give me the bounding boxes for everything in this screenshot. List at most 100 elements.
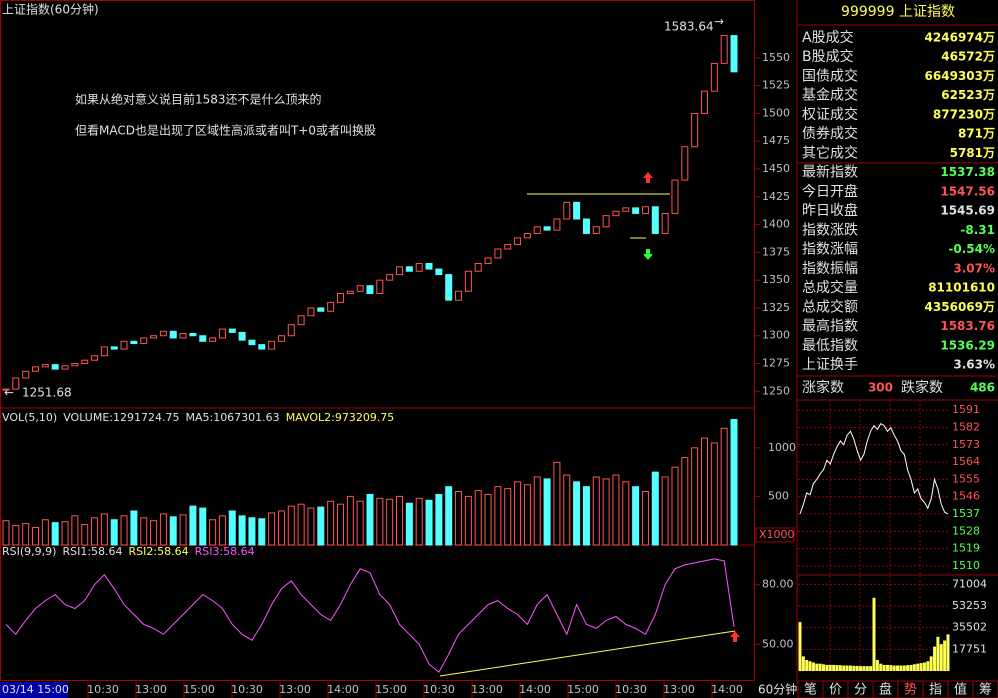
intraday-volume [896, 665, 900, 671]
trend-line [439, 630, 736, 677]
tab-label[interactable]: 势 [904, 682, 917, 698]
volume-bar [474, 490, 482, 546]
candle [435, 268, 443, 276]
intraday-volume [805, 660, 809, 671]
volume-bar [455, 491, 463, 546]
intraday-volume [879, 663, 883, 671]
candle [592, 226, 600, 234]
volume-bar [651, 471, 659, 546]
indicator-header: RSI2:58.64 [129, 545, 189, 558]
volume-bar [710, 442, 718, 546]
tab-label[interactable]: 分 [854, 683, 867, 698]
volume-bar [700, 437, 708, 546]
intraday-volume [862, 666, 866, 671]
quote-value: 1545.69 [940, 204, 995, 218]
candle [189, 333, 197, 337]
candle [582, 218, 590, 234]
candle [366, 285, 374, 294]
volume-bar [445, 486, 453, 546]
candle [691, 112, 699, 148]
volume-bar [51, 522, 59, 546]
y-tick-label: 1450 [762, 162, 790, 175]
y-tick-label: 35502 [952, 621, 987, 634]
volume-bar [22, 523, 30, 546]
candle [396, 266, 404, 276]
candle [179, 333, 187, 339]
candle [199, 335, 207, 342]
intraday-volume [885, 664, 889, 671]
indicator-header: RSI3:58.64 [195, 545, 255, 558]
candle [150, 335, 158, 339]
intraday-volume [801, 656, 805, 671]
volume-bar [209, 519, 217, 546]
candle [641, 206, 649, 214]
quote-value: 871万 [958, 127, 995, 141]
intraday-volume [798, 622, 802, 671]
candle [455, 290, 463, 301]
tab-label[interactable]: 价 [829, 683, 842, 698]
candle [573, 201, 581, 220]
quote-value: 6649303万 [925, 69, 995, 83]
tab-label[interactable]: 值 [954, 682, 967, 698]
candle [356, 285, 364, 292]
candle [61, 365, 69, 370]
tab-label[interactable]: 盘 [879, 682, 892, 698]
volume-bar [691, 447, 699, 546]
quote-label: 上证换手 [802, 356, 858, 373]
quote-value: 5781万 [950, 146, 995, 160]
candle [336, 292, 344, 303]
volume-bar [671, 466, 679, 546]
tab-label[interactable]: 指 [929, 683, 942, 698]
tab[interactable] [972, 680, 998, 698]
intraday-volume [869, 666, 873, 671]
candle [386, 274, 394, 281]
time-label: 13:00 [471, 683, 503, 696]
tab-label[interactable]: 筹 [979, 682, 992, 698]
candle [730, 35, 738, 73]
low-arrow: ← [4, 386, 14, 400]
candle [287, 324, 295, 337]
volume-bar [720, 427, 728, 546]
volume-bar [425, 499, 433, 546]
tab-label[interactable]: 笔 [804, 682, 817, 698]
time-label: 10:30 [423, 683, 455, 696]
intraday-volume [825, 664, 829, 671]
volume-bar [81, 524, 89, 546]
y-tick-label: 1537 [952, 507, 980, 520]
intraday-volume [909, 664, 913, 671]
intraday-volume [818, 663, 822, 671]
candle [543, 226, 551, 231]
intraday-volume [838, 665, 842, 671]
quote-value: 877230万 [933, 107, 995, 121]
intraday-volume [842, 665, 846, 671]
volume-bar [32, 527, 40, 546]
intraday-volume [822, 664, 826, 671]
volume-bar [317, 506, 325, 546]
time-label: 10:30 [615, 683, 647, 696]
time-label: 14:00 [711, 683, 743, 696]
quote-value: 1583.76 [940, 319, 995, 333]
y-tick-label: 1573 [952, 438, 980, 451]
intraday-volume [808, 661, 812, 671]
quote-label: 最高指数 [802, 318, 858, 335]
candle [425, 262, 433, 270]
intraday-volume [933, 646, 937, 671]
intraday-volume [811, 662, 815, 671]
volume-bar [356, 500, 364, 546]
volume-bar [238, 515, 246, 546]
candle [110, 346, 118, 350]
y-tick-label: 1000 [768, 441, 796, 454]
indicator-header: MAVOL2:973209.75 [286, 411, 395, 424]
intraday-volume [892, 665, 896, 671]
candle [661, 212, 669, 234]
quote-value: 4356069万 [925, 300, 995, 314]
candle [474, 262, 482, 272]
y-tick-label: 1555 [952, 472, 980, 485]
y-tick-label: 1500 [762, 106, 790, 119]
volume-bar [228, 510, 236, 546]
intraday-volume [939, 644, 943, 671]
y-tick-label: 1425 [762, 190, 790, 203]
volume-bar [41, 519, 49, 546]
candle [632, 207, 640, 214]
